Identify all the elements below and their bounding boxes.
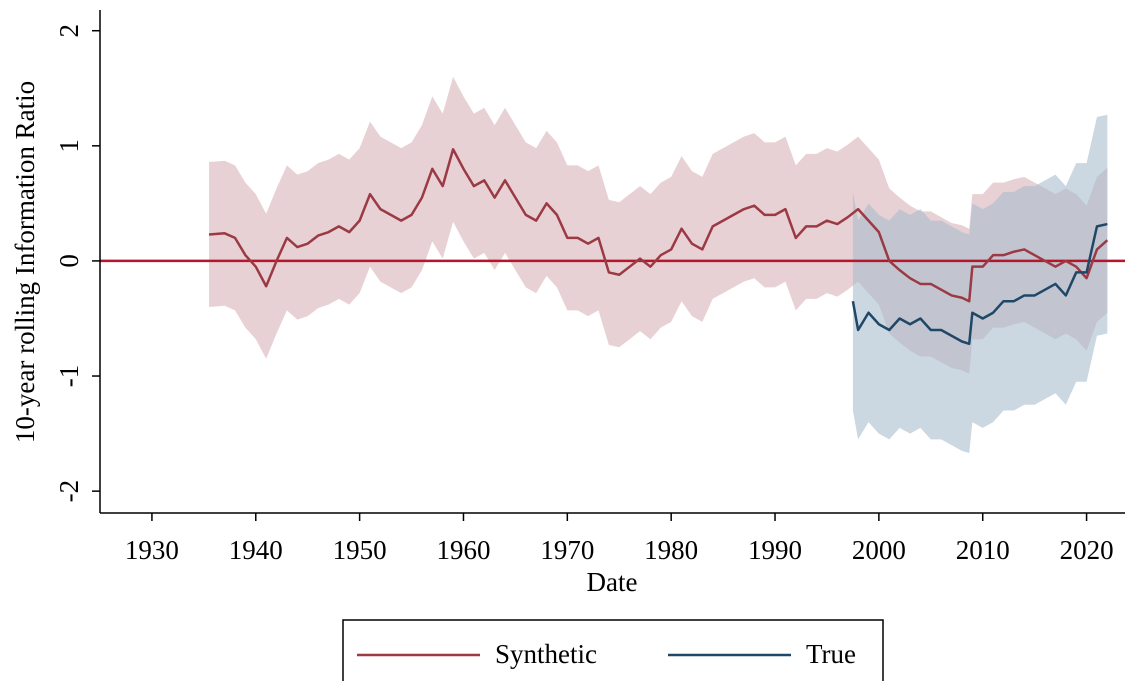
x-tick-label: 1990 (748, 535, 802, 565)
plot-area (100, 76, 1125, 454)
series-line (208, 148, 1109, 303)
x-tick-label: 2000 (852, 535, 906, 565)
y-tick-label: -1 (54, 365, 84, 388)
x-tick-label: 2020 (1060, 535, 1114, 565)
x-tick-label: 1930 (125, 535, 179, 565)
y-tick-label: 1 (54, 139, 84, 153)
y-tick-label: 2 (54, 24, 84, 38)
confidence-band (852, 114, 1108, 454)
x-tick-label: 1940 (229, 535, 283, 565)
legend-box (342, 619, 884, 681)
x-tick-label: 1950 (333, 535, 387, 565)
y-tick-label: 0 (54, 254, 84, 268)
legend-label: True (806, 639, 856, 669)
series-line (851, 222, 1108, 346)
x-axis-label: Date (587, 567, 638, 597)
legend: Synthetic True (342, 619, 884, 681)
y-tick-label: -2 (54, 480, 84, 503)
x-tick-label: 1960 (436, 535, 490, 565)
y-axis-label: 10-year rolling Information Ratio (10, 81, 40, 443)
legend-label: Synthetic (495, 639, 597, 669)
x-tick-label: 1970 (540, 535, 594, 565)
x-tick-label: 2010 (956, 535, 1010, 565)
x-tick-label: 1980 (644, 535, 698, 565)
